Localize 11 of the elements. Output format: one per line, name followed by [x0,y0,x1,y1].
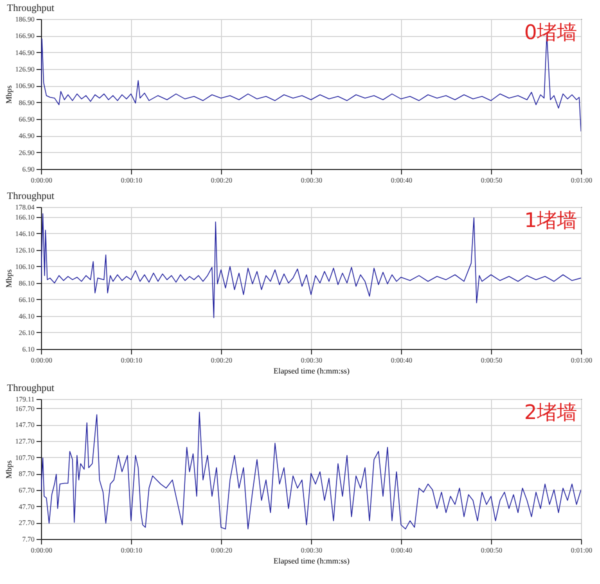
chart-title: Throughput [7,3,54,14]
y-axis-title: Mbps [4,269,14,288]
y-axis-title: Mbps [4,460,14,479]
chart-title: Throughput [7,191,54,202]
annotation: 2堵墙 [524,400,577,424]
y-axis-title: Mbps [4,85,14,104]
annotation: 0堵墙 [524,20,577,44]
chart-title: Throughput [7,383,54,394]
x-axis-title: Elapsed time (h:mm:ss) [274,556,350,566]
x-axis-title: Elapsed time (h:mm:ss) [274,366,350,376]
annotation: 1堵墙 [524,208,577,232]
